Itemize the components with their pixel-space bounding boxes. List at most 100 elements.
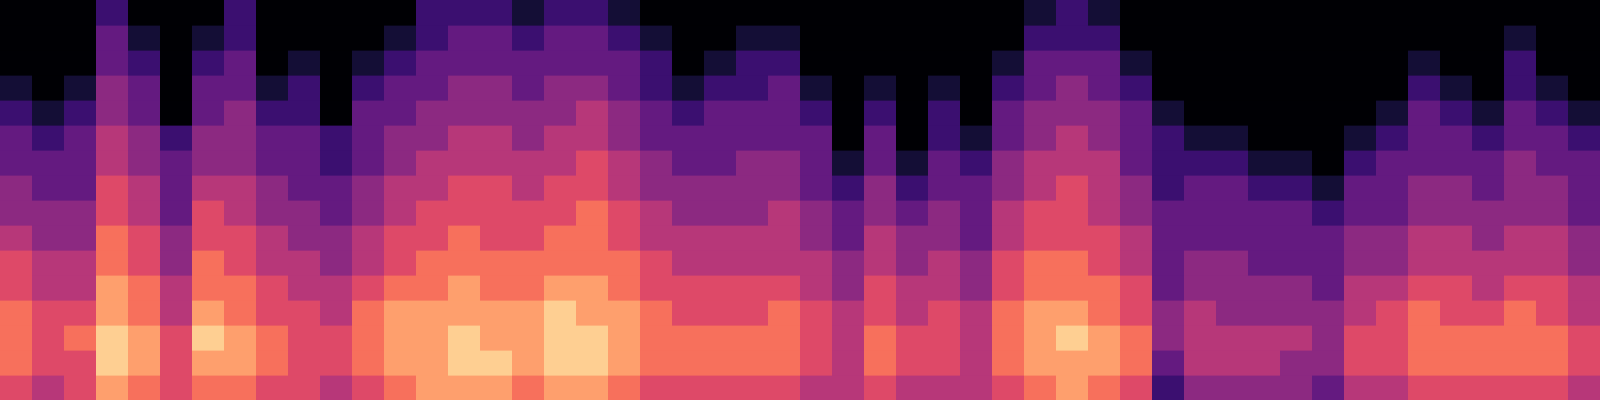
cell	[736, 250, 769, 276]
cell	[1216, 300, 1249, 326]
cell	[1184, 375, 1217, 400]
cell	[0, 300, 33, 326]
cell	[1184, 275, 1217, 301]
cell	[448, 25, 481, 51]
cell	[1536, 375, 1569, 400]
cell	[608, 250, 641, 276]
cell	[672, 250, 705, 276]
cell	[96, 100, 129, 126]
cell	[1344, 100, 1377, 126]
cell	[1312, 250, 1345, 276]
cell	[64, 350, 97, 376]
cell	[1472, 100, 1505, 126]
cell	[448, 350, 481, 376]
cell	[832, 175, 865, 201]
cell	[1504, 275, 1537, 301]
cell	[1376, 350, 1409, 376]
cell	[224, 225, 257, 251]
cell	[512, 0, 545, 26]
cell	[480, 50, 513, 76]
cell	[1152, 350, 1185, 376]
cell	[1216, 75, 1249, 101]
cell	[1088, 375, 1121, 400]
cell	[672, 350, 705, 376]
cell	[480, 25, 513, 51]
cell	[1408, 200, 1441, 226]
cell	[544, 275, 577, 301]
cell	[832, 275, 865, 301]
cell	[1088, 300, 1121, 326]
cell	[448, 150, 481, 176]
cell	[832, 75, 865, 101]
cell	[1024, 75, 1057, 101]
cell	[1120, 100, 1153, 126]
cell	[704, 325, 737, 351]
cell	[736, 200, 769, 226]
spectrogram	[0, 0, 1600, 400]
cell	[992, 100, 1025, 126]
cell	[480, 75, 513, 101]
cell	[416, 200, 449, 226]
cell	[352, 375, 385, 400]
cell	[1504, 225, 1537, 251]
cell	[352, 350, 385, 376]
cell	[832, 125, 865, 151]
cell	[1312, 275, 1345, 301]
cell	[1312, 0, 1345, 26]
cell	[1024, 350, 1057, 376]
cell	[1312, 225, 1345, 251]
cell	[1376, 200, 1409, 226]
cell	[1568, 300, 1600, 326]
cell	[1280, 350, 1313, 376]
cell	[480, 250, 513, 276]
cell	[1536, 225, 1569, 251]
cell	[352, 325, 385, 351]
cell	[1312, 150, 1345, 176]
cell	[640, 300, 673, 326]
cell	[1568, 100, 1600, 126]
cell	[1504, 300, 1537, 326]
cell	[1248, 125, 1281, 151]
cell	[448, 0, 481, 26]
cell	[864, 325, 897, 351]
cell	[1184, 150, 1217, 176]
cell	[1248, 350, 1281, 376]
cell	[1248, 75, 1281, 101]
cell	[416, 100, 449, 126]
cell	[1024, 125, 1057, 151]
cell	[448, 125, 481, 151]
cell	[576, 300, 609, 326]
cell	[736, 275, 769, 301]
cell	[320, 75, 353, 101]
cell	[256, 325, 289, 351]
cell	[480, 275, 513, 301]
cell	[992, 325, 1025, 351]
cell	[320, 200, 353, 226]
cell	[96, 375, 129, 400]
cell	[1344, 0, 1377, 26]
cell	[96, 200, 129, 226]
cell	[32, 275, 65, 301]
cell	[896, 0, 929, 26]
cell	[0, 375, 33, 400]
cell	[480, 175, 513, 201]
cell	[1024, 25, 1057, 51]
cell	[960, 225, 993, 251]
cell	[544, 125, 577, 151]
cell	[320, 250, 353, 276]
cell	[704, 225, 737, 251]
cell	[1568, 325, 1600, 351]
cell	[512, 100, 545, 126]
cell	[416, 250, 449, 276]
cell	[800, 300, 833, 326]
cell	[1504, 325, 1537, 351]
cell	[640, 25, 673, 51]
cell	[960, 350, 993, 376]
cell	[736, 25, 769, 51]
cell	[1280, 150, 1313, 176]
cell	[736, 225, 769, 251]
cell	[224, 100, 257, 126]
cell	[1184, 225, 1217, 251]
cell	[1568, 250, 1600, 276]
cell	[576, 150, 609, 176]
